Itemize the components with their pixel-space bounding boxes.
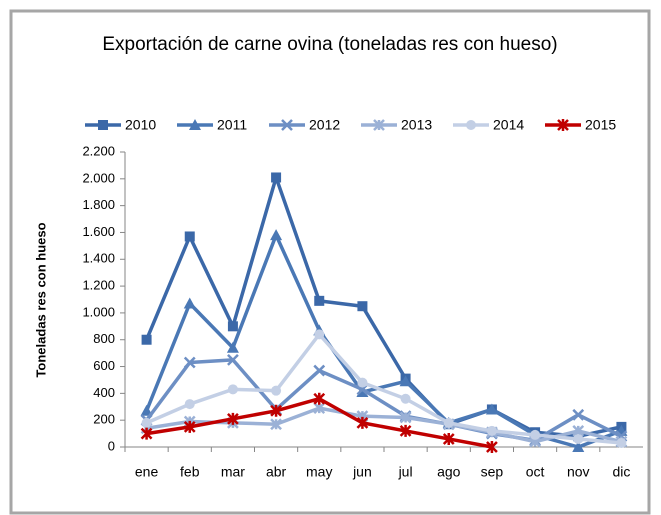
marker (557, 119, 569, 131)
y-tick-label: 1.800 (82, 197, 115, 212)
marker (281, 119, 293, 131)
series-line (144, 175, 622, 439)
marker (530, 429, 541, 440)
marker (98, 120, 108, 130)
marker (183, 420, 196, 433)
marker (226, 341, 239, 353)
y-tick-label: 1.200 (82, 278, 115, 293)
legend-label: 2015 (585, 117, 616, 133)
y-tick-label: 2.000 (82, 170, 115, 185)
marker (313, 364, 326, 377)
marker (270, 404, 282, 417)
x-tick-label: mar (221, 464, 245, 480)
y-tick-label: 0 (108, 438, 115, 453)
x-tick-label: jun (352, 464, 372, 480)
legend-label: 2013 (401, 117, 432, 133)
y-tick-label: 600 (93, 358, 115, 373)
y-tick-label: 1.400 (82, 251, 115, 266)
marker (466, 120, 476, 130)
x-tick-label: dic (612, 464, 630, 480)
marker (399, 375, 412, 387)
marker (184, 231, 195, 242)
marker (227, 412, 239, 425)
legend-label: 2012 (309, 117, 340, 133)
marker (141, 334, 152, 345)
marker (357, 377, 368, 388)
y-tick-label: 1.000 (82, 304, 115, 319)
marker (486, 441, 498, 453)
marker (442, 432, 455, 445)
y-tick-label: 400 (93, 385, 115, 400)
legend-label: 2010 (125, 117, 156, 133)
legend-item: 2012 (269, 117, 340, 133)
marker (357, 301, 368, 312)
marker (373, 119, 385, 131)
marker (271, 385, 282, 396)
marker (183, 356, 196, 369)
y-tick-label: 1.600 (82, 224, 115, 239)
series-line (145, 332, 622, 445)
legend-label: 2011 (217, 117, 247, 133)
marker (271, 172, 282, 183)
marker (399, 411, 412, 424)
marker (572, 408, 585, 421)
marker (183, 297, 196, 309)
y-tick-label: 200 (93, 412, 115, 427)
legend-label: 2014 (493, 117, 524, 133)
marker (356, 386, 369, 398)
marker (270, 229, 283, 241)
marker (314, 295, 325, 306)
marker (356, 416, 369, 429)
y-axis-label: Toneladas res con hueso (33, 222, 48, 377)
marker (573, 433, 584, 444)
marker (270, 418, 282, 431)
marker (227, 353, 239, 366)
x-tick-label: may (306, 464, 332, 480)
frame (9, 9, 651, 515)
y-tick-label: 2.200 (82, 143, 115, 158)
marker (314, 329, 325, 340)
legend-item: 2011 (177, 117, 247, 133)
marker (616, 437, 627, 448)
marker (227, 384, 238, 395)
x-tick-label: nov (567, 464, 590, 480)
marker (141, 417, 152, 428)
marker (313, 402, 326, 414)
legend-item: 2015 (545, 117, 616, 133)
marker (313, 392, 326, 405)
series-line (146, 406, 622, 444)
x-tick-label: sep (481, 464, 504, 480)
legend-item: 2014 (453, 117, 524, 133)
marker (400, 393, 411, 404)
marker (486, 425, 497, 436)
x-tick-label: jul (398, 464, 413, 480)
legend-item: 2013 (361, 117, 432, 133)
marker (572, 441, 585, 452)
marker (189, 119, 201, 130)
marker (184, 399, 195, 410)
x-tick-label: ene (135, 464, 159, 480)
legend-item: 2010 (85, 117, 156, 133)
y-tick-label: 800 (93, 331, 115, 346)
marker (227, 321, 238, 332)
marker (443, 417, 454, 428)
marker (399, 424, 412, 437)
chart-title: Exportación de carne ovina (toneladas re… (102, 34, 557, 55)
x-tick-label: abr (266, 464, 287, 480)
marker (140, 404, 153, 416)
marker (140, 427, 153, 440)
marker (485, 403, 498, 415)
x-tick-label: feb (180, 464, 200, 480)
x-tick-label: ago (437, 464, 461, 480)
x-tick-label: oct (526, 464, 545, 480)
